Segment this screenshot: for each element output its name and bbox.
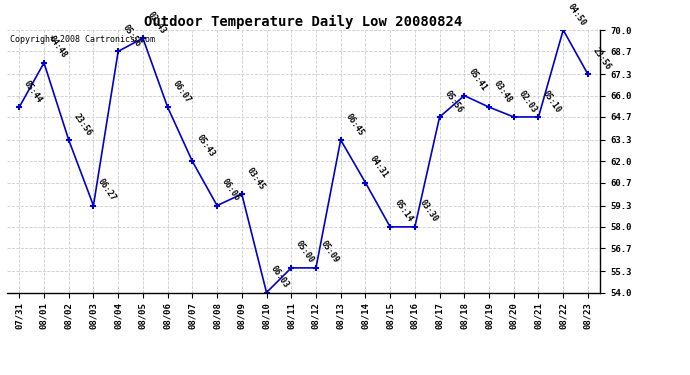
Text: 02:03: 02:03	[517, 88, 538, 114]
Text: 05:56: 05:56	[442, 88, 464, 114]
Text: 06:07: 06:07	[170, 79, 192, 104]
Text: 03:48: 03:48	[492, 79, 513, 104]
Text: 03:43: 03:43	[146, 10, 168, 35]
Text: 04:50: 04:50	[566, 2, 588, 27]
Text: 23:56: 23:56	[72, 111, 93, 137]
Text: 05:00: 05:00	[294, 240, 316, 265]
Text: 05:44: 05:44	[22, 79, 43, 104]
Text: 04:31: 04:31	[368, 154, 390, 180]
Text: 06:45: 06:45	[344, 111, 365, 137]
Text: 04:48: 04:48	[47, 34, 68, 60]
Text: 03:45: 03:45	[244, 166, 266, 191]
Text: 05:09: 05:09	[319, 240, 340, 265]
Text: 05:43: 05:43	[195, 133, 217, 159]
Title: Outdoor Temperature Daily Low 20080824: Outdoor Temperature Daily Low 20080824	[144, 15, 463, 29]
Text: 05:14: 05:14	[393, 198, 415, 224]
Text: 06:06: 06:06	[220, 177, 242, 203]
Text: 06:03: 06:03	[269, 264, 291, 290]
Text: 06:27: 06:27	[96, 177, 118, 203]
Text: 23:56: 23:56	[591, 46, 613, 72]
Text: 05:10: 05:10	[541, 88, 563, 114]
Text: 05:41: 05:41	[467, 67, 489, 93]
Text: 03:30: 03:30	[417, 198, 440, 224]
Text: 05:56: 05:56	[121, 23, 143, 48]
Text: Copyright 2008 Cartronics.com: Copyright 2008 Cartronics.com	[10, 35, 155, 44]
